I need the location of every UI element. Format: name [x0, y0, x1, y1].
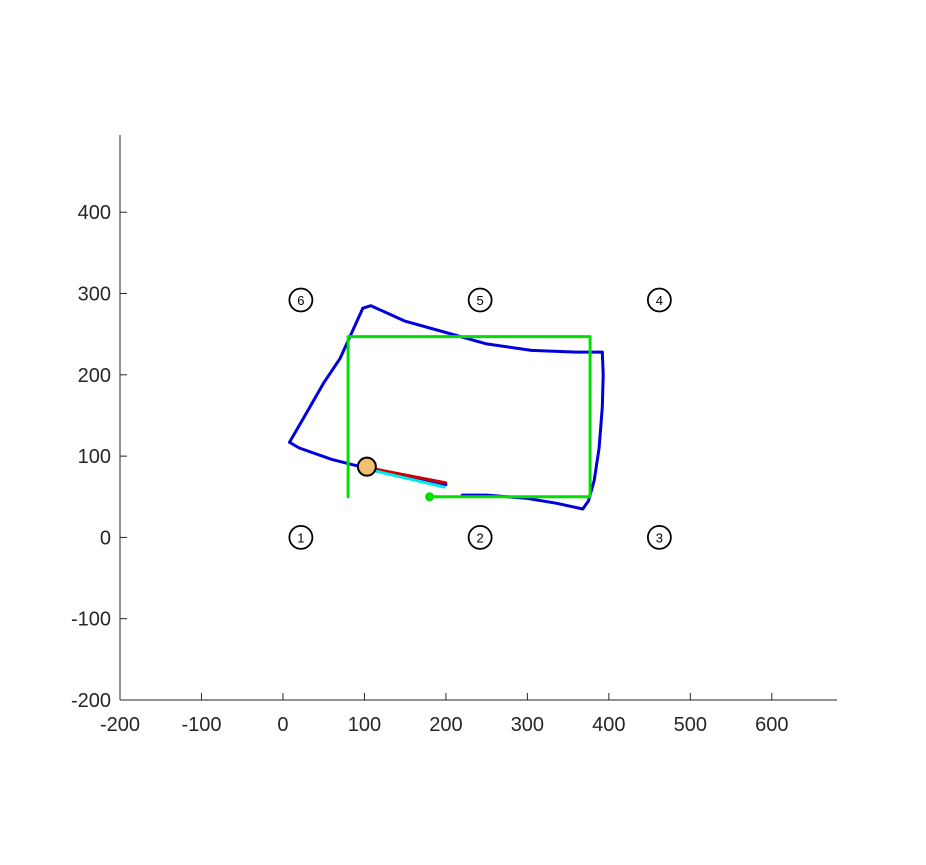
y-tick-label: 0: [100, 527, 111, 549]
x-tick-label: 200: [429, 714, 462, 736]
robot-position-marker: [356, 456, 377, 477]
landmark-circle: [467, 525, 493, 550]
landmark-circle: [288, 525, 314, 550]
x-tick-label: 0: [277, 714, 288, 736]
goal-point-marker: [425, 492, 435, 502]
landmark-label: 4: [656, 293, 663, 308]
marker-layer: [356, 456, 435, 502]
y-tick-label: 200: [78, 365, 111, 387]
y-tick-label: 100: [78, 446, 111, 468]
landmark-label: 3: [656, 530, 663, 545]
x-tick-label: 300: [511, 714, 544, 736]
series-line-1: [346, 335, 592, 499]
series-line-3: [365, 467, 446, 489]
series-layer: [288, 304, 605, 511]
y-tick-label: 400: [78, 202, 111, 224]
y-tick-label: 300: [78, 284, 111, 306]
y-tick-label: -100: [71, 609, 111, 631]
x-tick-label: -200: [100, 714, 140, 736]
series-line-0: [288, 304, 605, 511]
landmark-label: 5: [477, 293, 484, 308]
landmark-circle: [646, 287, 672, 313]
x-tick-label: 100: [348, 714, 381, 736]
landmark-label: 2: [477, 530, 484, 545]
x-tick-label: 400: [592, 714, 625, 736]
landmark-label: 1: [297, 530, 304, 545]
landmark-layer: 1 2 3 4 5 6: [288, 287, 672, 550]
x-tick-label: -100: [181, 714, 221, 736]
series-line-2: [365, 466, 448, 485]
x-tick-label: 500: [674, 714, 707, 736]
landmark-circle: [646, 525, 672, 550]
landmark-circle: [288, 287, 314, 313]
landmark-label: 6: [297, 293, 304, 308]
axes: -200 -100 0 100 200 300 400 500 600 -200 -100 0 100 2…: [71, 135, 837, 736]
y-tick-label: -200: [71, 690, 111, 712]
landmark-circle: [467, 287, 493, 313]
x-tick-label: 600: [755, 714, 788, 736]
